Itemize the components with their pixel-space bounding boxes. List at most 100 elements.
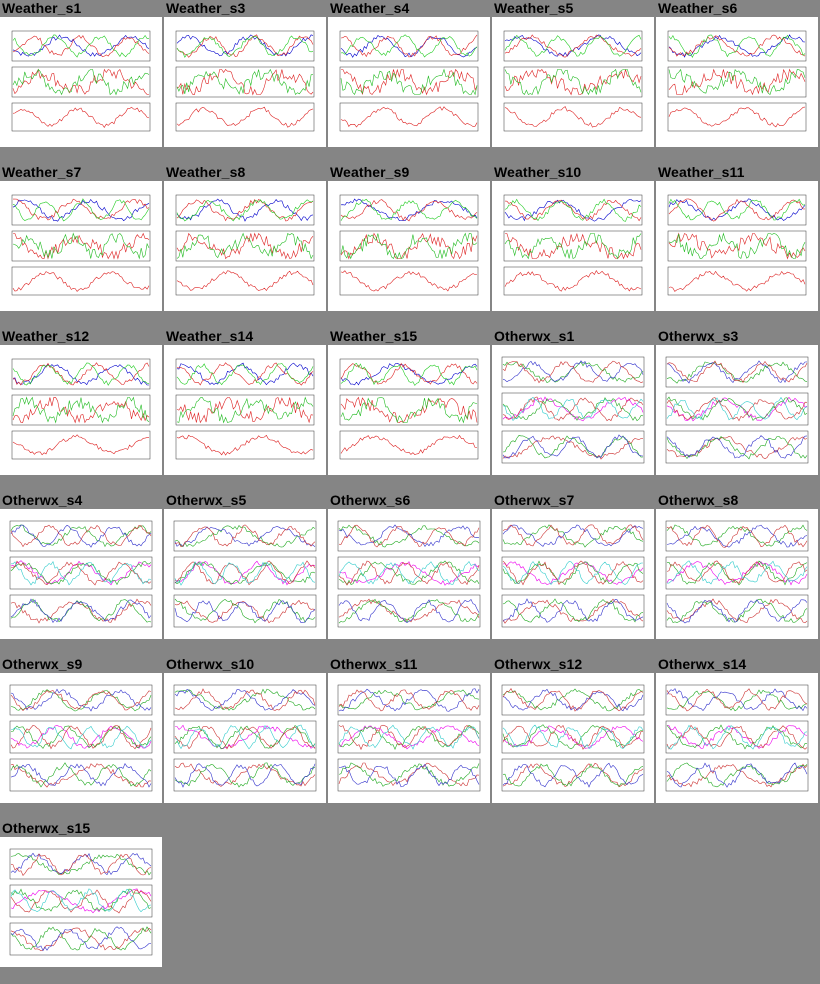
thumbnail-image[interactable] [492,181,654,311]
plot-panel-frame [501,430,645,464]
plot-panel-frame [665,556,809,590]
plot-series-line [502,435,644,460]
plot-series-line [504,34,642,57]
plot-series-line [666,524,808,547]
plot-series-line [502,560,644,586]
plot-series-line [10,688,152,712]
plot-series-line [340,199,478,222]
thumbnail-cell: Weather_s11 [656,164,818,311]
plot-panel-frame [501,556,645,590]
thumbnail-image[interactable] [492,509,654,639]
thumbnail-image[interactable] [656,17,818,147]
plot-series-line [340,34,478,58]
plot-series-line [502,561,644,586]
thumbnail-image[interactable] [492,673,654,803]
plot-series-line [176,362,314,386]
thumbnail-image[interactable] [0,345,162,475]
plot-series-line [12,198,150,222]
thumbnail-image[interactable] [328,181,490,311]
plot-panel-frame [11,430,151,460]
plot-series-line [10,725,152,750]
thumbnail-cell: Weather_s7 [0,164,162,311]
plot-series-line [666,436,808,460]
plot-panel-frame [11,194,151,226]
thumbnail-image[interactable] [164,181,326,311]
plot-panel-frame [9,758,153,792]
thumbnail-image[interactable] [656,509,818,639]
thumbnail-image[interactable] [328,345,490,475]
plot-thumbnail-graphic [339,30,479,132]
plot-series-line [176,397,314,424]
plot-series-line [12,364,150,386]
thumbnail-title: Otherwx_s4 [2,492,83,508]
thumbnail-cell: Otherwx_s8 [656,492,818,639]
plot-panel-frame [11,394,151,426]
thumbnail-title: Weather_s3 [166,0,246,16]
plot-series-line [666,688,808,712]
thumbnail-title: Otherwx_s6 [330,492,411,508]
plot-series-line [666,397,808,422]
plot-panel-frame [11,266,151,296]
thumbnail-image[interactable] [164,673,326,803]
thumbnail-image[interactable] [164,345,326,475]
thumbnail-image[interactable] [0,181,162,311]
plot-panel-frame [503,66,643,98]
plot-series-line [666,598,808,623]
thumbnail-image[interactable] [492,345,654,475]
plot-series-line [502,598,644,624]
plot-series-line [12,271,150,292]
thumbnail-title: Otherwx_s5 [166,492,247,508]
plot-panel-frame [665,392,809,426]
plot-series-line [666,396,808,421]
thumbnail-image[interactable] [0,17,162,147]
thumbnail-cell: Otherwx_s1 [492,328,654,475]
plot-series-line [502,763,644,787]
thumbnail-title: Weather_s10 [494,164,582,180]
plot-series-line [12,362,150,386]
plot-panel-frame [173,520,317,552]
thumbnail-title: Weather_s9 [330,164,410,180]
thumbnail-image[interactable] [656,181,818,311]
plot-series-line [502,360,644,384]
thumbnail-image[interactable] [164,509,326,639]
thumbnail-image[interactable] [164,17,326,147]
plot-panel-frame [665,758,809,792]
thumbnail-image[interactable] [656,673,818,803]
thumbnail-title: Weather_s14 [166,328,254,344]
plot-series-line [668,232,806,260]
plot-panel-frame [501,720,645,754]
thumbnail-cell: Weather_s3 [164,0,326,147]
thumbnail-image[interactable] [328,673,490,803]
plot-panel-frame [173,758,317,792]
thumbnail-title: Weather_s5 [494,0,574,16]
plot-series-line [340,434,478,455]
plot-series-line [666,762,808,788]
plot-series-line [174,724,316,750]
plot-panel-frame [11,230,151,262]
plot-thumbnail-graphic [665,356,809,464]
plot-series-line [340,270,478,292]
thumbnail-title: Otherwx_s11 [330,656,418,672]
plot-series-line [504,199,642,222]
plot-series-line [10,560,152,586]
plot-series-line [12,34,150,58]
thumbnail-image[interactable] [328,17,490,147]
plot-series-line [12,362,150,386]
plot-panel-frame [665,356,809,388]
plot-series-line [341,68,478,96]
plot-series-line [340,106,478,128]
thumbnail-title: Otherwx_s14 [658,656,747,672]
plot-panel-frame [173,594,317,628]
thumbnail-image[interactable] [0,509,162,639]
thumbnail-image[interactable] [328,509,490,639]
thumbnail-image[interactable] [492,17,654,147]
thumbnail-image[interactable] [656,345,818,475]
thumbnail-image[interactable] [0,837,162,967]
plot-series-line [340,34,478,58]
plot-series-line [176,199,314,222]
plot-panel-frame [665,430,809,464]
plot-series-line [176,198,314,222]
thumbnail-image[interactable] [0,673,162,803]
thumbnail-title: Otherwx_s7 [494,492,575,508]
plot-panel-frame [9,884,153,918]
